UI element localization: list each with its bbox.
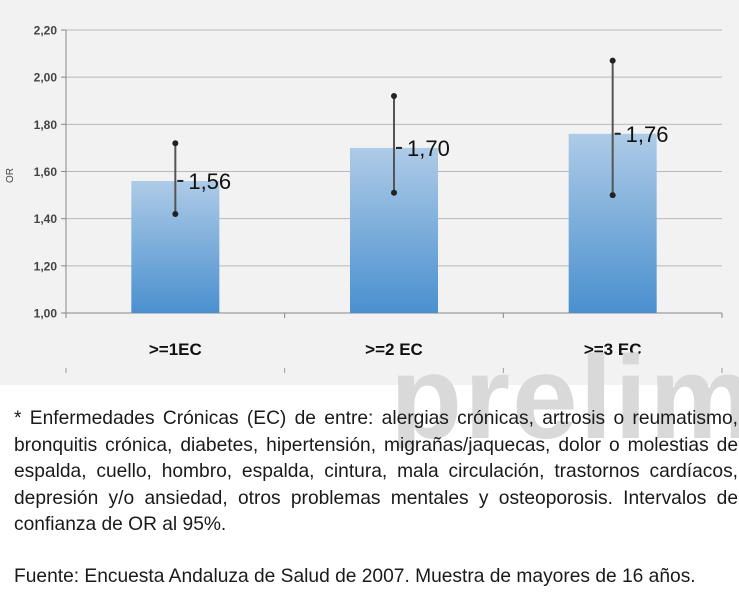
y-tick-label: 1,40 [34, 212, 58, 226]
x-category-label: >=1EC [149, 340, 202, 359]
y-axis-title: OR [5, 168, 16, 183]
ci-upper-point [172, 140, 179, 147]
chart-area: 1,00 1,20 1,40 1,60 1,80 2,00 2,20 OR 1,56 >=1EC… [0, 0, 739, 385]
y-tick-label: 1,60 [34, 165, 58, 179]
x-category-label: >=2 EC [365, 340, 423, 359]
source-note: Fuente: Encuesta Andaluza de Salud de 20… [14, 566, 696, 587]
y-tick-label: 2,00 [34, 71, 58, 85]
data-label: 1,70 [407, 136, 450, 161]
data-label: 1,56 [188, 169, 231, 194]
data-label: 1,76 [626, 122, 669, 147]
ci-upper-point [609, 57, 616, 64]
y-tick-label: 1,80 [34, 118, 58, 132]
y-tick-label: 1,00 [34, 307, 58, 321]
ci-lower-point [391, 189, 397, 196]
y-tick-label: 2,20 [34, 24, 58, 38]
footnote: * Enfermedades Crónicas (EC) de entre: a… [14, 408, 738, 535]
ci-lower-point [609, 192, 616, 199]
ci-lower-point [172, 210, 179, 217]
x-category-label: >=3 EC [584, 340, 642, 359]
or-bar-chart: 1,00 1,20 1,40 1,60 1,80 2,00 2,20 OR 1,56 >=1EC… [5, 24, 723, 373]
ci-upper-point [391, 93, 397, 100]
y-tick-label: 1,20 [34, 259, 58, 273]
